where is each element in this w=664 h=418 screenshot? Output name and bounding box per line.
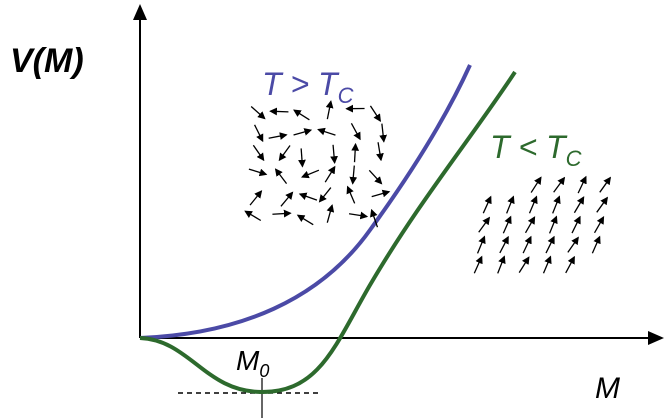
spin-arrow <box>301 169 320 179</box>
y-axis-label: V(M) <box>10 42 84 80</box>
minimum-label: M0 <box>236 345 269 381</box>
spin-arrow <box>371 189 391 198</box>
x-axis-label: M <box>595 372 620 405</box>
curve-above-tc <box>139 64 472 340</box>
spin-arrow <box>502 215 512 234</box>
spin-arrow <box>268 132 288 140</box>
spin-arrow <box>476 235 486 254</box>
spin-arrow <box>497 255 506 274</box>
label-text: T > T <box>262 66 340 102</box>
spin-arrow <box>591 235 601 254</box>
spin-arrow <box>369 105 381 123</box>
spin-arrow <box>298 192 318 201</box>
spin-arrow <box>248 168 268 177</box>
label-text: M <box>236 345 260 376</box>
spin-arrow <box>379 123 388 143</box>
spin-arrow <box>499 235 509 254</box>
spin-arrow <box>250 106 266 120</box>
spin-arrow <box>573 196 585 214</box>
spin-arrow <box>330 144 338 165</box>
spin-arrow <box>253 124 264 143</box>
spin-arrow <box>346 185 356 204</box>
spin-arrow <box>473 255 483 274</box>
label-subscript: 0 <box>259 361 269 381</box>
spin-arrow <box>548 215 558 234</box>
spin-arrow <box>324 165 336 183</box>
spin-arrow <box>348 211 369 220</box>
curve-below-tc <box>139 70 517 395</box>
spin-arrow <box>278 145 291 162</box>
label-subscript: C <box>338 83 354 108</box>
spin-arrow <box>542 255 552 274</box>
x-axis-arrow <box>648 331 664 345</box>
y-axis-arrow <box>133 4 147 20</box>
spin-arrow <box>596 196 609 213</box>
spin-arrow <box>296 214 314 226</box>
spin-arrow <box>599 176 612 193</box>
spin-arrow <box>524 216 536 234</box>
spin-arrow <box>272 209 292 218</box>
spin-arrow <box>293 109 310 121</box>
spin-arrow <box>528 195 538 214</box>
spin-arrow <box>552 195 561 214</box>
label-subscript: C <box>566 146 582 171</box>
spin-arrow <box>571 215 581 234</box>
spin-arrow <box>482 195 492 214</box>
spin-arrow <box>326 204 335 223</box>
curve-label: T > TC <box>262 66 354 108</box>
curve-label: T < TC <box>490 129 582 171</box>
spin-arrow <box>478 216 491 233</box>
spin-arrow <box>280 191 294 207</box>
spin-arrow <box>593 216 605 234</box>
spin-arrow <box>244 210 262 222</box>
spin-arrow <box>349 165 358 185</box>
spin-arrow <box>368 169 383 185</box>
spin-arrow <box>274 168 288 185</box>
spin-arrow <box>298 148 306 168</box>
spin-arrow <box>269 107 289 116</box>
spin-arrow <box>565 255 575 274</box>
spin-arrow <box>518 256 530 273</box>
spin-arrow <box>351 142 360 163</box>
spin-arrow <box>522 235 532 254</box>
spin-arrow <box>317 127 336 136</box>
spin-arrow <box>293 128 313 136</box>
spin-arrow <box>577 175 587 194</box>
spin-arrows <box>244 100 612 274</box>
spin-arrow <box>325 100 334 120</box>
spin-arrow <box>249 190 263 206</box>
spin-arrow <box>545 235 555 254</box>
spin-arrow <box>376 142 384 162</box>
spin-arrow <box>567 236 579 253</box>
spin-arrow <box>553 176 566 193</box>
spin-arrow <box>252 144 265 162</box>
spin-arrow <box>318 187 332 203</box>
spin-arrow <box>530 176 542 193</box>
spin-arrow <box>350 123 361 141</box>
spin-arrow <box>370 208 379 228</box>
spin-arrow <box>506 195 515 214</box>
label-text: T < T <box>490 129 568 165</box>
